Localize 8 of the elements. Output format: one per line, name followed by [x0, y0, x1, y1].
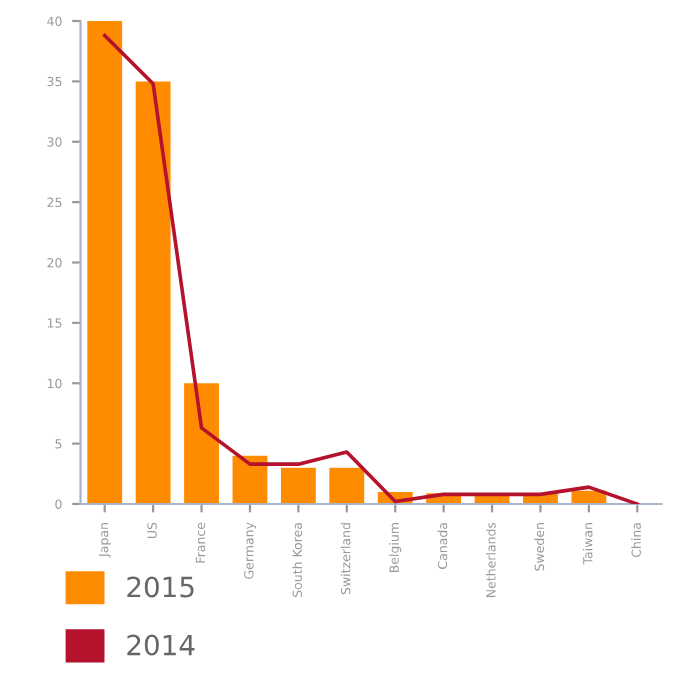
bar	[184, 383, 219, 504]
line-series	[102, 33, 640, 504]
bar	[280, 467, 316, 504]
legend-label: 2014	[127, 634, 195, 656]
bar	[329, 467, 365, 504]
legend-label: 2015	[127, 576, 194, 598]
bar	[87, 21, 123, 504]
bar	[135, 81, 171, 504]
